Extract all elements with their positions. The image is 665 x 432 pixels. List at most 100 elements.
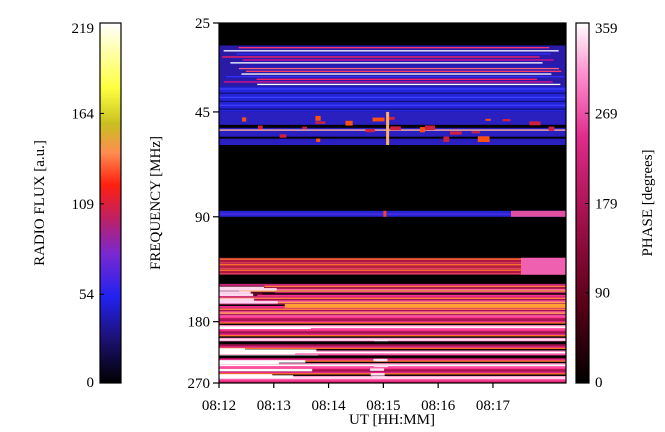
burst-patch — [477, 136, 490, 143]
phase-patch — [219, 326, 311, 329]
colorbar-tick-label: 109 — [72, 197, 95, 213]
colorbar-tick-label: 269 — [595, 106, 618, 122]
colorbar-tick-label: 179 — [595, 197, 618, 213]
spectrum-frame — [218, 22, 567, 384]
band-edge — [521, 257, 566, 275]
spectrum-line — [219, 350, 566, 353]
spectrum-line — [223, 81, 553, 83]
burst-patch — [443, 136, 450, 142]
spectrum-line — [219, 271, 566, 273]
spectrum-line — [219, 323, 566, 326]
spectrum-line — [219, 124, 566, 128]
burst-patch — [315, 121, 326, 124]
burst-patch — [471, 131, 480, 134]
spectrum-line — [239, 290, 566, 292]
spectrum-line — [219, 368, 566, 371]
phase-patch — [219, 288, 277, 291]
phase-patch — [219, 288, 241, 291]
spectrum-line — [238, 67, 559, 70]
phase-patch — [370, 368, 385, 371]
phase-patch — [373, 364, 388, 368]
spectrum-line — [262, 293, 566, 295]
spectrum-line — [219, 344, 566, 347]
colorbar-tick-label: 0 — [87, 375, 95, 391]
spectrum-line — [246, 287, 567, 289]
spectrum-line — [219, 334, 566, 337]
burst-patch — [419, 127, 425, 133]
spectrum-line — [219, 332, 566, 334]
phase-patch — [219, 360, 306, 363]
phase-colorbar-ticks: 0 90 179 269 359 — [585, 21, 618, 391]
burst-patch — [548, 126, 555, 131]
spectrum-line — [219, 315, 566, 317]
colorbar-tick-label: 54 — [79, 287, 95, 303]
frequency-axis-label: FREQUENCY [MHz] — [148, 136, 164, 270]
spectrum-line — [242, 59, 554, 61]
spectrum-line — [219, 351, 566, 354]
burst-patch — [372, 117, 385, 122]
spectrum-line — [219, 265, 566, 268]
spectrum-line — [219, 339, 566, 341]
colorbar-tick-label: 0 — [595, 375, 603, 391]
spectrum-line — [219, 299, 566, 301]
colorbar-tick-label: 219 — [72, 21, 95, 37]
spectrum-line — [219, 296, 566, 298]
burst-patch — [485, 118, 491, 121]
spectrum-line — [257, 294, 566, 297]
spectrum-line — [219, 326, 566, 329]
spectrum-line — [219, 92, 566, 94]
spectrum-bands — [219, 45, 567, 384]
spectrum-line — [219, 347, 566, 350]
spectrum-line — [219, 301, 566, 304]
phase-patch — [219, 368, 313, 372]
colorbar-tick-label: 90 — [595, 286, 610, 302]
spectrum-line — [219, 267, 566, 270]
spectrum-line — [257, 83, 561, 86]
burst-patch — [529, 121, 541, 126]
spectrum-line — [219, 311, 566, 313]
flux-band-blue — [219, 86, 566, 112]
spectrum-line — [219, 377, 566, 379]
burst-spike — [386, 111, 390, 146]
colorbar-tick-label: 164 — [72, 106, 95, 122]
spectrum-line — [230, 62, 543, 64]
spectrum-line — [264, 285, 566, 288]
spectrum-line — [219, 333, 566, 336]
spectrum-line — [219, 337, 566, 340]
spectrum-line — [219, 370, 566, 372]
frequency-tick-label: 45 — [195, 105, 210, 121]
phase-colorbar-label: PHASE [degrees] — [640, 149, 656, 256]
spectrum-line — [219, 312, 566, 315]
spectrum-line — [219, 307, 566, 309]
phase-patch — [219, 349, 317, 352]
spectrum-line — [219, 313, 566, 316]
burst-patch — [365, 129, 375, 133]
spectrum-line — [219, 308, 566, 311]
radio-flux-colorbar-ticks: 0 54 109 164 219 — [72, 21, 104, 391]
burst-patch — [387, 116, 395, 120]
phase-colorbar-fill — [575, 22, 590, 384]
spectrum-line — [219, 330, 566, 333]
spectrum-line — [219, 297, 566, 300]
spectrum-line — [219, 378, 566, 381]
burst-spike — [383, 210, 387, 217]
spectrum-line — [219, 371, 566, 374]
spectrum-line — [222, 56, 540, 58]
spectrum-line — [219, 357, 566, 360]
phase-patch — [373, 358, 388, 362]
burst-patch — [257, 125, 263, 130]
phase-patch — [219, 300, 256, 304]
spectrum-line — [219, 346, 566, 348]
burst-patch — [345, 120, 353, 126]
burst-patch — [242, 117, 247, 122]
phase-patch — [219, 298, 254, 301]
phase-colorbar: 0 90 179 269 359 PHASE [degrees] — [575, 21, 656, 391]
spectrum-line — [219, 258, 566, 260]
spectrum-line — [219, 318, 566, 320]
spectrum-line — [219, 300, 566, 302]
frequency-tick-label: 270 — [188, 376, 211, 392]
burst-patch — [316, 138, 321, 142]
spectrum-line — [219, 374, 566, 377]
spectrum-line — [219, 336, 566, 339]
spectrum-line — [274, 291, 566, 294]
